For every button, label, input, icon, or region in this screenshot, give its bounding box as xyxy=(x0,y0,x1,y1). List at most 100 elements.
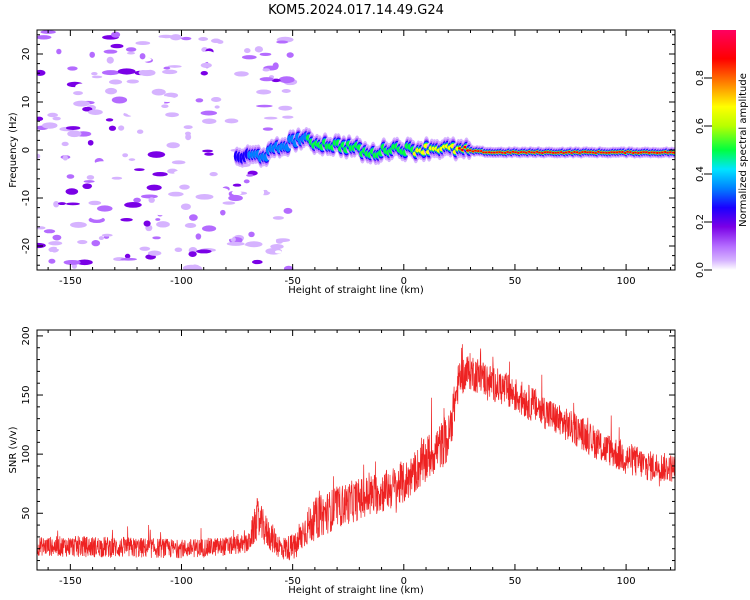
noise-blob xyxy=(111,176,123,180)
noise-blob xyxy=(168,191,184,197)
noise-blob xyxy=(158,34,174,39)
spectrogram-xtick-label: 50 xyxy=(509,276,522,287)
noise-blob xyxy=(179,184,190,190)
noise-blob xyxy=(135,41,151,46)
noise-blob xyxy=(61,57,70,64)
noise-blob xyxy=(37,69,46,76)
snr-ytick-label: 200 xyxy=(21,326,32,345)
noise-blob xyxy=(52,234,62,241)
noise-blob xyxy=(152,236,161,240)
snr-panel: -150 -100 -50 0 50 100 50 100 150 200 Height of s… xyxy=(8,326,676,596)
noise-blob xyxy=(48,241,63,246)
noise-blob xyxy=(224,236,233,239)
noise-blob xyxy=(126,79,139,84)
noise-blob xyxy=(118,125,125,131)
noise-blob xyxy=(67,130,82,138)
noise-blob xyxy=(160,96,176,103)
noise-blob xyxy=(232,183,242,187)
colorbar-tick-label: 0.8 xyxy=(695,70,706,86)
noise-blob xyxy=(262,68,270,72)
noise-blob xyxy=(136,57,152,62)
noise-blob xyxy=(42,140,48,144)
noise-blob xyxy=(283,207,293,214)
snr-ytick-label: 150 xyxy=(21,385,32,404)
noise-blob xyxy=(254,46,264,53)
noise-blob xyxy=(257,185,271,190)
noise-blob xyxy=(276,40,289,44)
noise-blob xyxy=(288,85,296,89)
noise-blob xyxy=(200,62,212,68)
noise-blob xyxy=(286,52,294,58)
noise-blob xyxy=(47,112,59,118)
noise-blob xyxy=(127,51,135,55)
snr-xtick-label: -50 xyxy=(284,576,300,587)
noise-blob xyxy=(82,183,93,190)
noise-blob xyxy=(222,201,236,205)
noise-blob xyxy=(247,100,260,104)
noise-blob xyxy=(181,36,192,41)
snr-xtick-label: 0 xyxy=(401,576,407,587)
noise-blob xyxy=(162,69,178,75)
noise-blob xyxy=(221,225,229,232)
noise-blob xyxy=(216,40,224,44)
noise-blob xyxy=(146,184,162,191)
noise-blob xyxy=(143,220,151,227)
noise-blob xyxy=(278,105,293,111)
snr-xtick-label: 100 xyxy=(617,576,636,587)
noise-blob xyxy=(67,66,78,71)
noise-blob xyxy=(86,175,95,180)
noise-blob xyxy=(185,262,195,266)
snr-ytick-label: 100 xyxy=(21,445,32,464)
noise-blob xyxy=(52,116,61,121)
colorbar-ticks: 0.0 0.2 0.4 0.6 0.8 xyxy=(695,70,712,278)
noise-blob xyxy=(282,79,293,83)
noise-blob xyxy=(262,127,274,131)
noise-blob xyxy=(145,167,154,175)
noise-blob xyxy=(90,213,104,220)
noise-blob xyxy=(56,48,62,55)
noise-blob xyxy=(91,239,101,247)
noise-blob xyxy=(272,62,279,70)
noise-blob xyxy=(202,50,215,58)
noise-blob xyxy=(224,151,236,155)
noise-blob xyxy=(190,172,197,176)
noise-blob xyxy=(187,139,203,144)
spectrogram-ytick-label: 10 xyxy=(21,96,32,109)
noise-blob xyxy=(259,77,274,82)
noise-blob xyxy=(259,189,265,196)
noise-blob xyxy=(202,149,214,153)
noise-blob xyxy=(214,105,220,109)
noise-blob xyxy=(70,221,87,228)
noise-blob xyxy=(75,83,88,91)
noise-blob xyxy=(167,65,182,68)
noise-blob xyxy=(73,91,83,96)
noise-blob xyxy=(152,172,168,177)
colorbar-label: Normalized spectral amplitude xyxy=(738,73,749,227)
noise-blob xyxy=(254,265,269,269)
noise-blob xyxy=(111,31,121,38)
noise-blob xyxy=(120,218,133,222)
noise-blob xyxy=(139,246,151,251)
noise-blob xyxy=(205,242,218,248)
noise-blob xyxy=(263,116,278,120)
noise-blob xyxy=(42,122,58,129)
noise-blob xyxy=(230,140,247,144)
noise-blob xyxy=(195,194,214,200)
noise-blob xyxy=(129,241,141,247)
noise-blob xyxy=(65,202,80,206)
noise-blob xyxy=(155,218,161,221)
noise-blob xyxy=(281,89,291,93)
noise-blob xyxy=(37,242,46,249)
colorbar-tick-label: 0.0 xyxy=(695,262,706,278)
noise-blob xyxy=(136,66,154,71)
noise-blob xyxy=(161,104,169,109)
noise-blob xyxy=(275,239,283,244)
noise-blob xyxy=(93,92,110,97)
trace-blob xyxy=(671,151,675,154)
noise-blob xyxy=(256,104,273,108)
noise-blob xyxy=(72,51,90,58)
noise-blob xyxy=(91,72,98,76)
